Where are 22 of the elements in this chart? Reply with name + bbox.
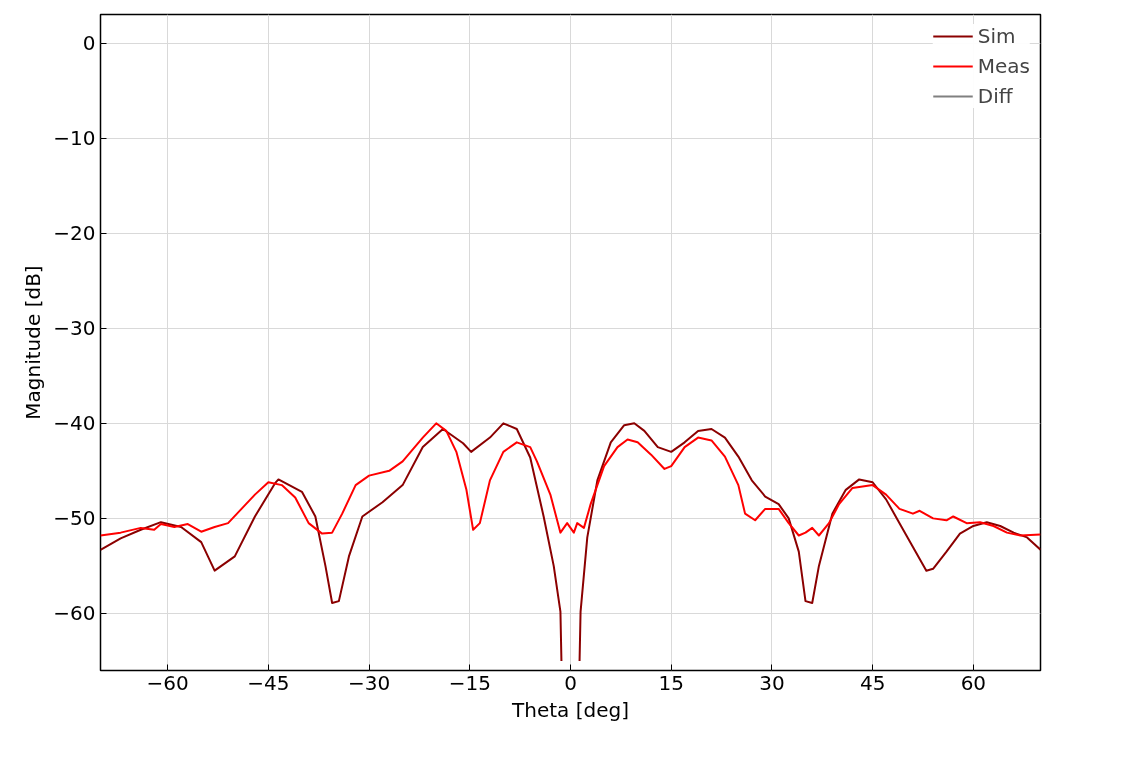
y-tick-label: −60	[53, 601, 96, 626]
legend-label: Sim	[977, 24, 1016, 48]
legend-label: Meas	[977, 54, 1030, 78]
legend-label: Diff	[977, 84, 1013, 108]
x-tick-label: −15	[448, 670, 491, 695]
x-tick-label: −30	[347, 670, 391, 695]
x-tick-label: 45	[859, 670, 886, 695]
x-axis-title: Theta [deg]	[511, 697, 629, 722]
x-tick-label: 15	[658, 670, 684, 695]
line-series	[100, 422, 1041, 537]
y-tick-label: −40	[53, 411, 96, 436]
y-tick-label: −30	[53, 316, 96, 341]
y-tick-label: −50	[53, 506, 96, 531]
x-tick-label: 60	[960, 670, 987, 695]
y-tick-label: −20	[53, 221, 96, 246]
x-tick-label: −60	[146, 670, 189, 695]
x-tick-label: 30	[759, 670, 785, 695]
x-tick-label: −45	[247, 670, 290, 695]
y-tick-label: 0	[82, 31, 96, 56]
y-tick-label: −10	[53, 126, 96, 151]
y-axis-title: Magnitude [dB]	[21, 265, 46, 420]
x-tick-label: 0	[564, 670, 577, 695]
